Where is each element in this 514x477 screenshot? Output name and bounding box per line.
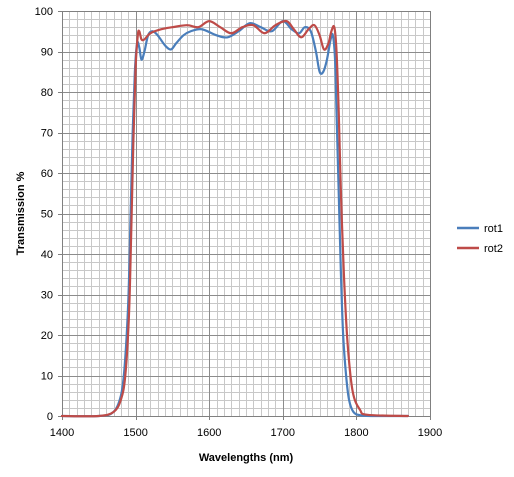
legend: rot1 rot2: [457, 223, 503, 255]
x-tick-label: 1900: [418, 427, 442, 439]
y-axis-tick-labels: 0 10 20 30 40 50 60 70 80 90 100: [35, 6, 53, 423]
y-tick-label: 0: [47, 411, 53, 423]
series-line-rot2: [60, 19, 410, 418]
y-tick-label: 100: [35, 6, 53, 18]
minor-gridlines: [62, 11, 430, 416]
y-tick-label: 10: [41, 371, 53, 383]
y-tick-label: 30: [41, 290, 53, 302]
legend-label-rot1: rot1: [484, 223, 503, 235]
x-axis-tick-labels: 1400 1500 1600 1700 1800 1900: [50, 427, 442, 439]
major-gridlines: [58, 11, 431, 420]
y-tick-label: 60: [41, 168, 53, 180]
x-tick-label: 1700: [271, 427, 295, 439]
x-tick-label: 1400: [50, 427, 74, 439]
grid: [58, 11, 431, 420]
y-tick-label: 80: [41, 87, 53, 99]
y-tick-label: 70: [41, 128, 53, 140]
x-tick-label: 1500: [123, 427, 147, 439]
plot-area: [62, 11, 431, 417]
series-lines: [60, 19, 410, 418]
y-axis-title: Transmission %: [15, 171, 27, 255]
y-tick-label: 90: [41, 47, 53, 59]
y-tick-label: 50: [41, 209, 53, 221]
y-tick-label: 20: [41, 330, 53, 342]
legend-label-rot2: rot2: [484, 243, 503, 255]
y-tick-label: 40: [41, 249, 53, 261]
x-axis-title: Wavelengths (nm): [199, 452, 294, 464]
x-tick-label: 1800: [344, 427, 368, 439]
x-tick-label: 1600: [197, 427, 221, 439]
